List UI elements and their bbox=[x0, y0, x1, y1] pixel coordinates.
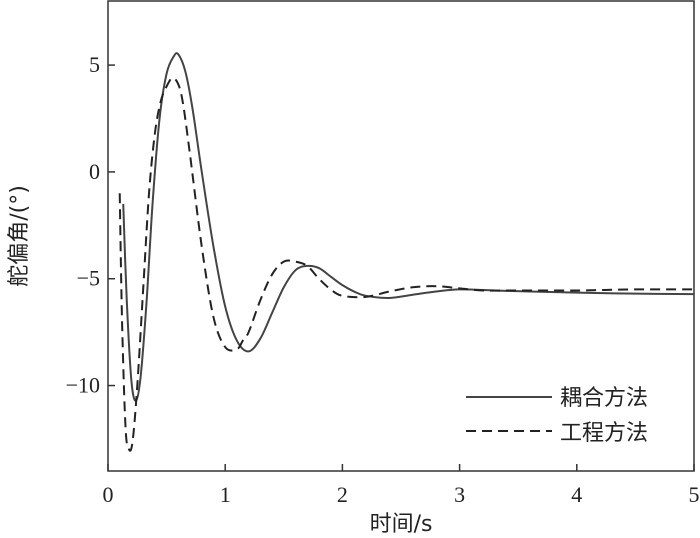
legend-label-series-1: 耦合方法 bbox=[560, 386, 648, 411]
y-tick-label: −10 bbox=[66, 373, 100, 398]
x-tick-label: 1 bbox=[220, 482, 231, 507]
ticks bbox=[107, 64, 695, 471]
y-tick-label: 5 bbox=[89, 52, 100, 77]
series-line-dashed bbox=[118, 76, 695, 452]
x-tick-label: 4 bbox=[571, 482, 582, 507]
x-tick-label: 2 bbox=[337, 482, 348, 507]
plot-frame bbox=[107, 0, 695, 472]
y-tick-label: 0 bbox=[89, 159, 100, 184]
y-axis-title: 舵偏角/(°) bbox=[7, 185, 32, 287]
series-lines bbox=[118, 52, 695, 452]
x-axis-title: 时间/s bbox=[370, 512, 433, 537]
x-tick-label: 5 bbox=[689, 482, 700, 507]
x-tick-label: 0 bbox=[103, 482, 114, 507]
x-tick-label: 3 bbox=[454, 482, 465, 507]
y-tick-label: −5 bbox=[77, 266, 100, 291]
legend: 耦合方法 工程方法 bbox=[466, 386, 648, 446]
legend-label-series-2: 工程方法 bbox=[560, 421, 648, 446]
series-line-solid bbox=[122, 52, 695, 402]
tick-labels: 0 1 2 3 4 5 5 0 −5 −10 bbox=[66, 52, 700, 507]
